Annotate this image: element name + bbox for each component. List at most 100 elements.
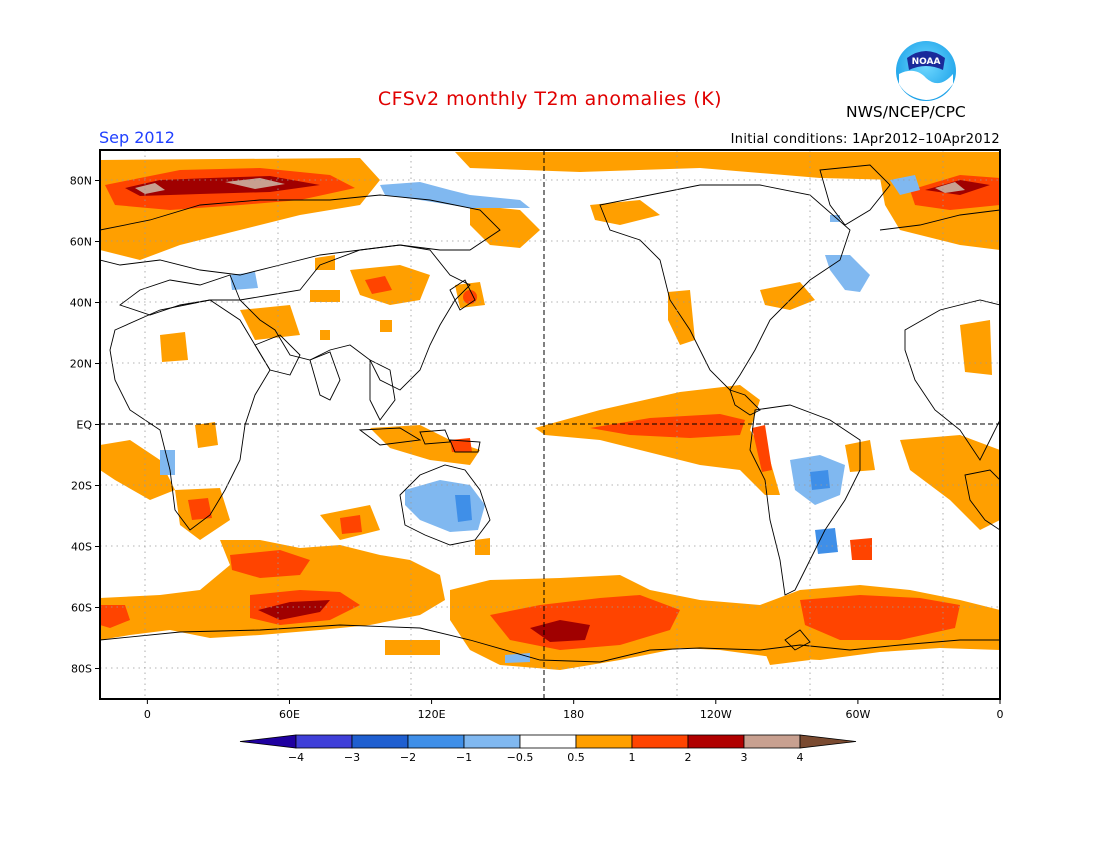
coastline-indonesia: [358, 427, 481, 453]
noaa-logo-text: NOAA: [912, 57, 941, 67]
anomaly-region-arabia-east: [960, 320, 992, 375]
anomaly-region-southern-ocean-atlantic-red: [100, 605, 130, 628]
anomaly-region-west-asia-dots: [310, 290, 392, 340]
lon-label: 120E: [418, 708, 446, 721]
legend-label: −3: [344, 751, 360, 764]
anomaly-region-north-africa: [160, 332, 188, 362]
coastline-south-africa-east-repeat: [964, 469, 1000, 531]
anomaly-region-siberia-south: [315, 255, 335, 270]
coastline-europe: [119, 274, 241, 316]
anomaly-region-peru-red: [752, 425, 772, 472]
anomaly-region-tropical-pacific: [535, 385, 780, 495]
legend-swatch: [407, 734, 465, 749]
lat-label: 60N: [70, 236, 92, 249]
noaa-logo-icon: NOAA: [896, 41, 956, 101]
anomaly-region-central-asia: [350, 265, 430, 305]
anomaly-region-alaska-south: [590, 200, 660, 225]
lat-label: 20S: [71, 480, 92, 493]
anomaly-region-southern-ocean-east-red: [800, 595, 960, 640]
coastline-antarctica: [100, 624, 1000, 663]
anomaly-region-greenland-cool: [830, 175, 920, 222]
legend-swatch: [743, 734, 801, 749]
anomaly-region-north-africa-cool: [160, 272, 258, 475]
lat-axis: 80N 60N 40N 20N EQ 20S 40S 60S 80S: [70, 175, 100, 676]
anomaly-region-south-africa-red: [188, 498, 212, 520]
lat-label: 60S: [71, 602, 92, 615]
legend-swatch: [239, 734, 297, 749]
lon-label: 120W: [700, 708, 732, 721]
initial-conditions-label: Initial conditions: 1Apr2012–10Apr2012: [730, 132, 1000, 147]
anomaly-region-southern-ocean-pacific-red: [490, 595, 680, 650]
coastline-eurasia: [239, 244, 471, 391]
legend-swatch: [799, 734, 857, 749]
anomaly-region-southern-ocean-indian-dark: [258, 600, 330, 620]
lon-label: 0: [144, 708, 151, 721]
legend-swatch: [631, 734, 689, 749]
legend-swatch: [687, 734, 745, 749]
valid-month-label: Sep 2012: [99, 128, 175, 147]
anomaly-region-kamchatka: [470, 205, 540, 248]
graticule: [100, 150, 1000, 699]
anomaly-region-nino-red: [590, 414, 745, 438]
lat-label: EQ: [76, 419, 92, 432]
coastlines: [100, 164, 1000, 663]
anomaly-region-southern-ocean-indian-red: [230, 550, 310, 578]
coastline-japan: [449, 279, 476, 311]
anomaly-region-south-brazil-red: [850, 538, 872, 560]
anomaly-region-southern-ocean-atlantic-indian: [100, 540, 445, 640]
legend-label: 3: [741, 751, 748, 764]
map-title: CFSv2 monthly T2m anomalies (K): [377, 88, 723, 110]
reference-lines: [100, 150, 1000, 699]
lat-label: 80N: [70, 175, 92, 188]
lon-label: 0: [997, 708, 1004, 721]
legend-label: 1: [629, 751, 636, 764]
legend-label: −2: [400, 751, 416, 764]
legend-label: 4: [797, 751, 804, 764]
legend-swatch: [575, 734, 633, 749]
anomaly-region-southern-ocean-dots: [385, 640, 440, 655]
coastline-india: [309, 351, 341, 401]
anomaly-region-southern-ocean-pacific-dark: [530, 620, 590, 642]
anomaly-region-southern-indian-ocean-red: [340, 515, 362, 534]
anomaly-region-indonesia: [370, 425, 480, 465]
coastline-eurasia-east-repeat: [879, 209, 1000, 231]
anomaly-region-east-australia: [475, 538, 490, 555]
lat-label: 40S: [71, 541, 92, 554]
lon-label: 180: [563, 708, 584, 721]
coastline-north-america: [599, 184, 851, 391]
legend-label: −0.5: [507, 751, 534, 764]
anomaly-fills: [100, 152, 1000, 670]
anomaly-region-southern-ocean-ross: [760, 640, 810, 665]
legend-swatch: [351, 734, 409, 749]
lat-label: 80S: [71, 663, 92, 676]
coastline-indochina: [369, 359, 396, 421]
anomaly-region-central-asia-red: [365, 276, 392, 294]
anomaly-region-arctic-strip: [455, 152, 1000, 182]
coastline-greenland: [819, 164, 891, 226]
legend-label: −4: [288, 751, 304, 764]
lon-label: 60E: [279, 708, 300, 721]
anomaly-region-indian-ocean-west: [195, 422, 218, 448]
legend-swatch: [463, 734, 521, 749]
lon-axis: 0 60E 120E 180 120W 60W 0: [144, 699, 1004, 721]
legend-label: 0.5: [567, 751, 585, 764]
coastline-south-america: [749, 404, 861, 596]
coastline-australia: [399, 464, 491, 546]
anomaly-region-middle-east: [240, 305, 300, 340]
anomaly-region-siberia-tan: [135, 178, 285, 194]
coastline-antarctic-peninsula: [784, 629, 811, 651]
legend-label: −1: [456, 751, 472, 764]
agency-label: NWS/NCEP/CPC: [846, 103, 966, 121]
color-legend: −4 −3 −2 −1 −0.5 0.5 1 2 3 4: [239, 734, 857, 764]
anomaly-region-brazil-cool-dark: [810, 470, 830, 490]
legend-swatch: [519, 734, 577, 749]
anomaly-region-australia-cool-dark: [455, 495, 472, 522]
lat-label: 20N: [70, 358, 92, 371]
lon-label: 60W: [845, 708, 870, 721]
legend-label: 2: [685, 751, 692, 764]
anomaly-region-canada-cool: [825, 255, 870, 292]
coastline-arabia: [254, 334, 301, 376]
coastline-siberia: [100, 194, 501, 276]
coastline-africa: [109, 299, 271, 531]
